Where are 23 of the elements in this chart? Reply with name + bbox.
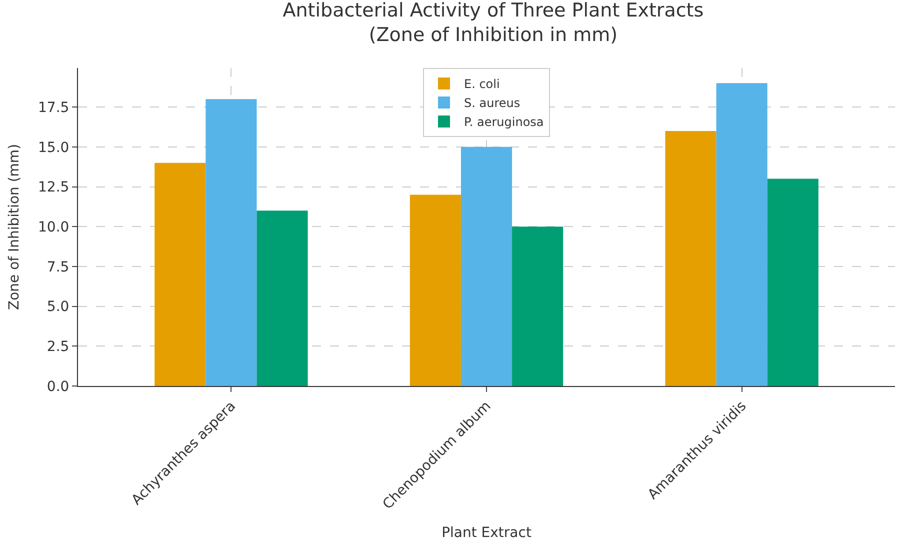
- bar: [460, 146, 512, 386]
- legend-label: P. aeruginosa: [464, 115, 544, 130]
- bar: [767, 178, 818, 386]
- y-tick-label: 5.0: [46, 299, 70, 316]
- legend-label: E. coli: [464, 77, 500, 92]
- y-axis-title: Zone of Inhibition (mm): [6, 144, 23, 310]
- bar: [512, 226, 564, 386]
- legend-label: S. aureus: [464, 96, 520, 110]
- bar: [410, 194, 461, 386]
- bar: [154, 162, 206, 386]
- y-tick-label: 12.5: [38, 180, 70, 196]
- bar: [716, 83, 768, 386]
- chart-title: Antibacterial Activity of Three Plant Extracts (Zone of Inhibition in mm): [282, 0, 704, 46]
- bar: [256, 210, 308, 386]
- bar: [206, 99, 257, 386]
- y-tick-label: 15.0: [38, 140, 70, 156]
- y-tick-label: 2.5: [46, 339, 70, 356]
- x-axis-title: Plant Extract: [442, 524, 532, 541]
- y-tick-label: 0.0: [46, 378, 70, 395]
- y-tick-label: 7.5: [46, 259, 70, 276]
- y-tick-label: 17.5: [38, 100, 70, 116]
- bar: [665, 130, 716, 386]
- y-tick-label: 10.0: [38, 220, 70, 236]
